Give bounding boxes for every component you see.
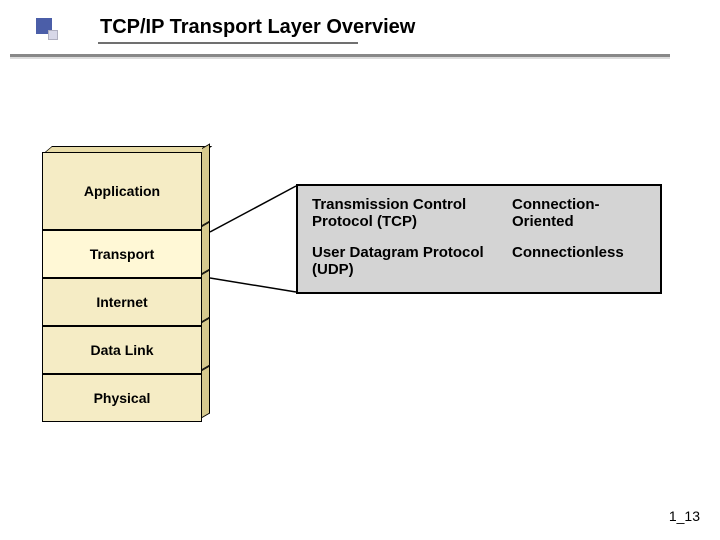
- protocol-info-box: Transmission Control Protocol (TCP) Conn…: [296, 184, 662, 294]
- layer-label: Physical: [94, 390, 151, 406]
- protocol-name: Transmission Control Protocol (TCP): [312, 196, 512, 230]
- protocol-name: User Datagram Protocol (UDP): [312, 244, 512, 278]
- layer-transport: Transport: [42, 230, 202, 278]
- layer-physical: Physical: [42, 374, 202, 422]
- layer-application: Application: [42, 152, 202, 230]
- layer-stack: Application Transport Internet Data Link…: [42, 152, 202, 422]
- protocol-property: Connection-Oriented: [512, 196, 646, 230]
- layer-internet: Internet: [42, 278, 202, 326]
- protocol-property: Connectionless: [512, 244, 646, 278]
- header-rule-light: [10, 57, 670, 59]
- layer-label: Data Link: [90, 342, 153, 358]
- title-underline: [98, 42, 358, 44]
- layer-label: Transport: [90, 246, 155, 262]
- page-number: 1_13: [669, 508, 700, 524]
- layer-label: Application: [84, 183, 160, 199]
- layer-datalink: Data Link: [42, 326, 202, 374]
- layer-label: Internet: [96, 294, 147, 310]
- header-bullet-icon: [36, 18, 58, 40]
- connector-lines: [210, 182, 300, 302]
- info-row-tcp: Transmission Control Protocol (TCP) Conn…: [312, 196, 646, 230]
- info-row-udp: User Datagram Protocol (UDP) Connectionl…: [312, 244, 646, 278]
- slide-title: TCP/IP Transport Layer Overview: [100, 16, 415, 39]
